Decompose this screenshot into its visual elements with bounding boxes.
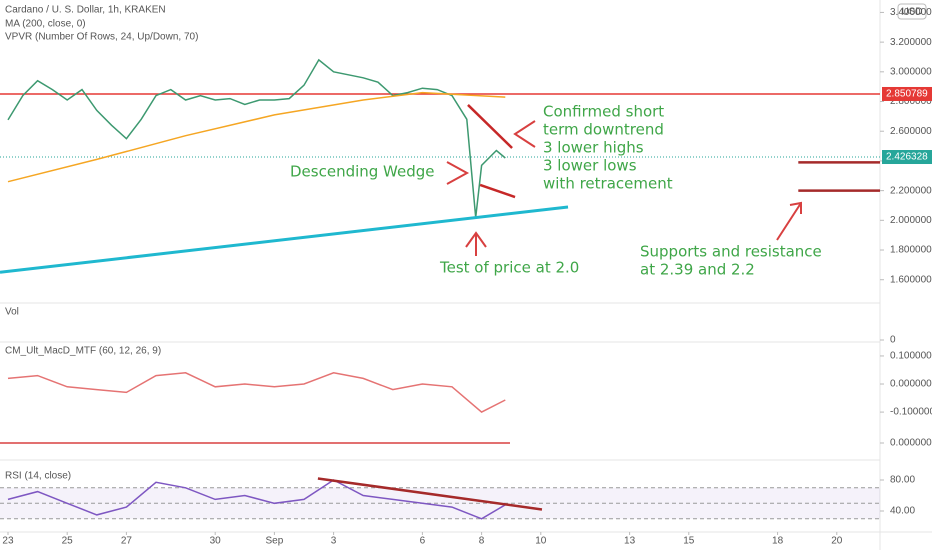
y-tick-label: 0.000000 xyxy=(890,438,932,449)
y-tick-label: 0.000000 xyxy=(890,379,932,390)
chart-title: Cardano / U. S. Dollar, 1h, KRAKEN xyxy=(5,5,166,16)
pane-title: RSI (14, close) xyxy=(5,471,71,482)
x-tick-label: 20 xyxy=(831,536,843,547)
x-tick-label: 10 xyxy=(535,536,547,547)
x-tick-label: 30 xyxy=(210,536,222,547)
price-label-box xyxy=(882,86,932,101)
arrow-diagonal xyxy=(776,201,802,241)
series-line xyxy=(7,58,506,218)
y-tick-label: 80.00 xyxy=(890,475,915,486)
indicator-label: MA (200, close, 0) xyxy=(5,19,86,30)
x-tick-label: 8 xyxy=(479,536,485,547)
y-tick-label: 40.00 xyxy=(890,506,915,517)
annotation: Confirmed short xyxy=(543,103,664,121)
x-tick-label: 15 xyxy=(683,536,695,547)
x-tick-label: 6 xyxy=(420,536,426,547)
annotation: Descending Wedge xyxy=(290,163,435,181)
pane-title: Vol xyxy=(5,307,19,318)
annotation: at 2.39 and 2.2 xyxy=(640,261,755,279)
annotation: with retracement xyxy=(543,175,673,193)
annotation: Supports and resistance xyxy=(640,243,822,261)
annotation: term downtrend xyxy=(543,121,664,139)
currency-box xyxy=(897,3,927,20)
series-line xyxy=(7,372,506,413)
x-tick-label: Sep xyxy=(265,536,283,547)
annotation: 3 lower highs xyxy=(543,139,644,157)
y-tick-label: 2.000000 xyxy=(890,215,932,226)
rsi-band-fill xyxy=(0,487,880,519)
x-tick-label: 13 xyxy=(624,536,636,547)
x-tick-label: 3 xyxy=(331,536,337,547)
arrow-left xyxy=(513,120,536,148)
y-tick-label: 1.600000 xyxy=(890,274,932,285)
currency: USD xyxy=(901,7,922,18)
trend-line xyxy=(317,477,543,511)
series-line xyxy=(7,479,506,520)
pane-title: CM_Ult_MacD_MTF (60, 12, 26, 9) xyxy=(5,346,161,357)
x-tick-label: 18 xyxy=(772,536,784,547)
y-tick-label: 3.000000 xyxy=(890,66,932,77)
trend-line xyxy=(479,183,516,199)
x-tick-label: 23 xyxy=(2,536,14,547)
arrows xyxy=(446,120,802,256)
annotation: 3 lower lows xyxy=(543,157,637,175)
y-tick-label: -0.100000 xyxy=(890,407,932,418)
price-label: 2.426328 xyxy=(886,152,928,163)
y-tick-label: 2.600000 xyxy=(890,126,932,137)
y-tick-label: 3.200000 xyxy=(890,37,932,48)
price-label-box xyxy=(882,150,932,165)
x-tick-label: 25 xyxy=(62,536,74,547)
y-tick-label: 0 xyxy=(890,335,896,346)
y-tick-label: 3.400000 xyxy=(890,7,932,18)
series-line xyxy=(7,91,506,183)
y-tick-label: 2.800000 xyxy=(890,96,932,107)
price-label: 2.850789 xyxy=(886,89,928,100)
x-tick-label: 27 xyxy=(121,536,133,547)
trend-line xyxy=(467,104,513,149)
arrow-up xyxy=(465,231,487,256)
indicator-label: VPVR (Number Of Rows, 24, Up/Down, 70) xyxy=(5,32,198,43)
y-tick-label: 0.100000 xyxy=(890,351,932,362)
y-tick-label: 1.800000 xyxy=(890,245,932,256)
arrow-right xyxy=(446,161,470,185)
trend-line xyxy=(0,205,569,274)
y-tick-label: 2.200000 xyxy=(890,185,932,196)
annotation: Test of price at 2.0 xyxy=(439,259,579,277)
